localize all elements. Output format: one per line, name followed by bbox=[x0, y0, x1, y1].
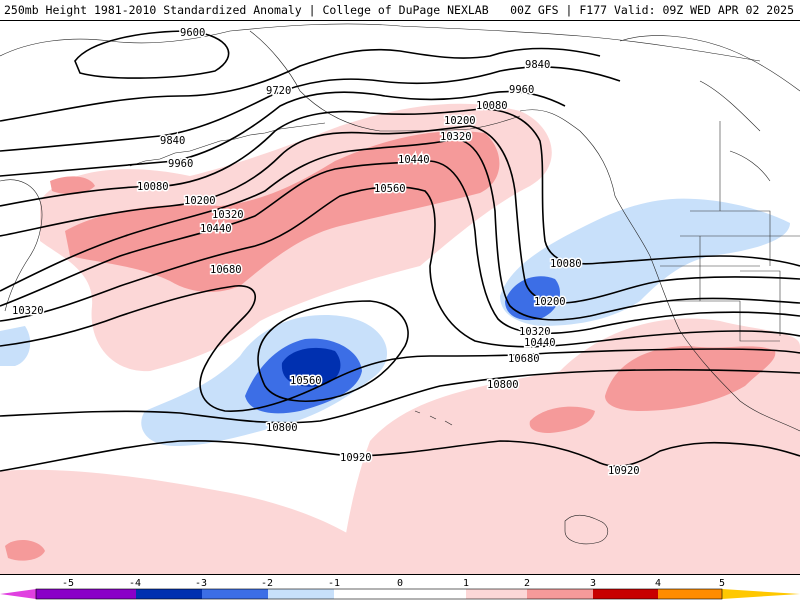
contour-label: 9720 bbox=[266, 85, 291, 97]
contour-label: 9960 bbox=[509, 84, 534, 96]
contour-10200 bbox=[0, 125, 800, 304]
colorbar-swatch-pos1-pos2 bbox=[466, 589, 527, 599]
contour-label: 10080 bbox=[550, 258, 582, 270]
pos2-band-pacific bbox=[65, 131, 500, 293]
pos2-area-baja bbox=[605, 346, 776, 411]
coast-siberia bbox=[0, 23, 761, 62]
contour-10560-main bbox=[0, 186, 800, 348]
pos2-area-subtropics bbox=[529, 406, 595, 433]
colorbar-swatches bbox=[0, 588, 800, 600]
neg2-area-california bbox=[505, 276, 560, 321]
coast-alaska-peninsula bbox=[249, 30, 521, 132]
contour-label: 10680 bbox=[210, 264, 242, 276]
contour-label: 9840 bbox=[525, 59, 550, 71]
colorbar-tick-label: 0 bbox=[397, 578, 403, 589]
pos2-area-southwest bbox=[5, 539, 45, 561]
colorbar-swatch-neg5-neg4 bbox=[36, 589, 136, 599]
colorbar-arrow-right bbox=[722, 589, 800, 599]
negative-anomaly-dark bbox=[281, 347, 341, 387]
colorbar-swatch-pos2-pos3 bbox=[527, 589, 593, 599]
model-run-label: 00Z GFS | F177 Valid: 09Z WED APR 02 202… bbox=[510, 3, 794, 17]
border-provinces bbox=[690, 121, 771, 266]
contour-9960 bbox=[0, 90, 566, 177]
height-contours bbox=[0, 30, 800, 472]
contour-10080-west bbox=[0, 108, 800, 267]
positive-anomaly-medium bbox=[5, 131, 776, 561]
anomaly-colorbar: -5 -4 -3 -2 -1 0 1 2 3 4 5 bbox=[0, 575, 800, 600]
colorbar-tick-label: 2 bbox=[524, 578, 530, 589]
contour-label: 10920 bbox=[340, 452, 372, 464]
colorbar-tick-label: -1 bbox=[328, 578, 340, 589]
colorbar-tick-label: -3 bbox=[195, 578, 207, 589]
colorbar-tick-label: 5 bbox=[719, 578, 725, 589]
anomaly-map: 9600 9720 9840 9960 10080 10200 10320 10… bbox=[0, 20, 800, 575]
contour-label: 9960 bbox=[168, 158, 193, 170]
contour-label: 10440 bbox=[524, 337, 556, 349]
neg1-area-west-edge bbox=[0, 326, 31, 366]
contour-label: 10800 bbox=[266, 422, 298, 434]
colorbar-swatch-neg3-neg2 bbox=[202, 589, 268, 599]
border-states-3 bbox=[740, 270, 781, 336]
contour-label: 9600 bbox=[180, 27, 205, 39]
colorbar-tick-label: -5 bbox=[62, 578, 74, 589]
contour-label: 10200 bbox=[184, 195, 216, 207]
contour-label: 10560 bbox=[374, 183, 406, 195]
contour-label: 10680 bbox=[508, 353, 540, 365]
map-title: 250mb Height 1981-2010 Standardized Anom… bbox=[4, 3, 489, 17]
colorbar-tick-labels: -5 -4 -3 -2 -1 0 1 2 3 4 5 bbox=[62, 578, 725, 589]
contour-label: 10320 bbox=[12, 305, 44, 317]
contour-10560-low bbox=[257, 300, 409, 402]
contour-label: 10200 bbox=[444, 115, 476, 127]
coast-canadian-archipelago bbox=[619, 35, 800, 182]
coast-aleutians bbox=[129, 122, 326, 167]
colorbar-tick-label: -4 bbox=[129, 578, 141, 589]
contour-label: 10320 bbox=[440, 131, 472, 143]
coast-northwest-canada bbox=[519, 109, 800, 432]
colorbar-arrow-left bbox=[0, 589, 36, 599]
contour-10920 bbox=[0, 439, 800, 472]
contour-label: 10440 bbox=[398, 154, 430, 166]
pos2-patch-coast bbox=[50, 176, 95, 195]
contour-labels: 9600 9720 9840 9960 10080 10200 10320 10… bbox=[11, 26, 642, 479]
colorbar-tick-label: 4 bbox=[655, 578, 661, 589]
border-states-1 bbox=[699, 236, 780, 342]
colorbar-swatch-pos3-pos4 bbox=[593, 589, 658, 599]
colorbar-tick-label: -2 bbox=[261, 578, 273, 589]
contour-label: 10320 bbox=[519, 326, 551, 338]
colorbar-swatch-neg2-neg1 bbox=[268, 589, 334, 599]
contour-label: 9840 bbox=[160, 135, 185, 147]
contour-label: 10080 bbox=[137, 181, 169, 193]
contour-10800 bbox=[0, 368, 800, 424]
contour-label: 10320 bbox=[212, 209, 244, 221]
contour-label: 10200 bbox=[534, 296, 566, 308]
contour-label: 10080 bbox=[476, 100, 508, 112]
political-borders bbox=[660, 121, 800, 342]
contour-9600 bbox=[74, 30, 230, 79]
colorbar-tick-label: 1 bbox=[463, 578, 469, 589]
coast-asia bbox=[0, 179, 43, 312]
contour-label: 10440 bbox=[200, 223, 232, 235]
colorbar-swatch-pos4-pos5 bbox=[658, 589, 722, 599]
contour-label: 10920 bbox=[608, 465, 640, 477]
contour-10680 bbox=[0, 285, 800, 412]
colorbar-swatch-zero-pos1 bbox=[400, 589, 466, 599]
contour-10320 bbox=[0, 138, 800, 321]
contour-9720 bbox=[0, 47, 601, 122]
contour-label: 10560 bbox=[290, 375, 322, 387]
colorbar-tick-label: 3 bbox=[590, 578, 596, 589]
contour-label: 10800 bbox=[487, 379, 519, 391]
contour-9840 bbox=[0, 66, 621, 152]
map-header: 250mb Height 1981-2010 Standardized Anom… bbox=[0, 0, 800, 20]
coast-hawaii bbox=[414, 410, 453, 426]
contour-10440 bbox=[0, 160, 800, 335]
coast-small-island bbox=[564, 514, 608, 545]
neg3-core-central-pacific bbox=[281, 347, 341, 387]
pos1-area-south-west bbox=[0, 469, 360, 574]
colorbar-swatch-neg4-neg3 bbox=[136, 589, 202, 599]
colorbar-outline bbox=[35, 588, 723, 600]
colorbar-swatch-neg1-zero bbox=[334, 589, 400, 599]
neg1-area-california bbox=[500, 198, 790, 326]
